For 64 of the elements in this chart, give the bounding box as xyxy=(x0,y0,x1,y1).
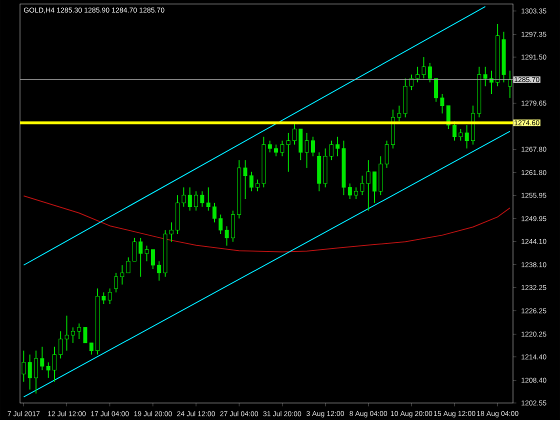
candlestick xyxy=(274,144,278,157)
candlestick xyxy=(108,288,112,305)
candlestick xyxy=(422,56,426,79)
candlestick xyxy=(458,128,463,142)
candlestick xyxy=(206,186,210,212)
candlestick xyxy=(188,186,192,212)
candlestick xyxy=(218,214,223,235)
candlestick xyxy=(354,186,358,200)
candlestick xyxy=(384,140,389,168)
candlestick xyxy=(268,140,272,153)
candlestick xyxy=(102,292,106,305)
candlestick xyxy=(483,66,488,87)
candlestick xyxy=(150,249,155,270)
candlestick xyxy=(434,78,438,102)
candlestick xyxy=(34,350,38,394)
candlestick xyxy=(126,256,130,274)
candlestick xyxy=(280,140,284,157)
line-series xyxy=(23,195,510,252)
candlestick xyxy=(157,260,162,282)
candlestick xyxy=(286,132,290,172)
candlestick xyxy=(440,94,444,114)
candlestick xyxy=(138,238,143,278)
candlestick xyxy=(329,140,334,161)
candlestick xyxy=(428,62,432,83)
candlestick xyxy=(77,323,82,340)
candlestick xyxy=(169,222,174,242)
candlestick xyxy=(360,175,364,196)
candlestick xyxy=(397,105,402,122)
candlestick xyxy=(28,354,32,390)
candlestick xyxy=(89,342,94,356)
candlestick xyxy=(249,171,254,192)
candlestick xyxy=(464,124,469,149)
candlestick xyxy=(366,160,370,212)
candlestick xyxy=(416,66,420,83)
candlestick xyxy=(40,346,44,371)
candlestick xyxy=(348,183,352,200)
candlestick xyxy=(298,128,303,161)
candlestick xyxy=(64,315,69,352)
candlestick xyxy=(114,272,118,293)
candlestick xyxy=(409,74,414,91)
candlestick xyxy=(224,226,229,246)
candlestick xyxy=(304,132,309,168)
candlestick xyxy=(336,136,340,157)
candlestick xyxy=(58,330,63,359)
candlestick xyxy=(132,238,136,262)
candlestick xyxy=(452,120,457,142)
candlestick xyxy=(194,190,198,212)
candlestick xyxy=(508,70,512,98)
candlestick xyxy=(46,362,50,378)
candlestick xyxy=(182,186,186,208)
candlestick xyxy=(292,122,296,146)
candlestick xyxy=(256,179,260,192)
candlestick xyxy=(310,136,315,157)
candlestick xyxy=(372,171,377,204)
candlestick xyxy=(230,210,235,242)
candlestick xyxy=(200,190,204,208)
candlestick xyxy=(70,326,75,344)
candlestick xyxy=(120,264,124,286)
candlestick xyxy=(144,245,149,262)
candlestick xyxy=(22,350,26,382)
candlestick xyxy=(212,202,216,223)
candlestick xyxy=(243,160,248,200)
candlestick xyxy=(83,326,88,344)
candlestick xyxy=(52,346,56,382)
